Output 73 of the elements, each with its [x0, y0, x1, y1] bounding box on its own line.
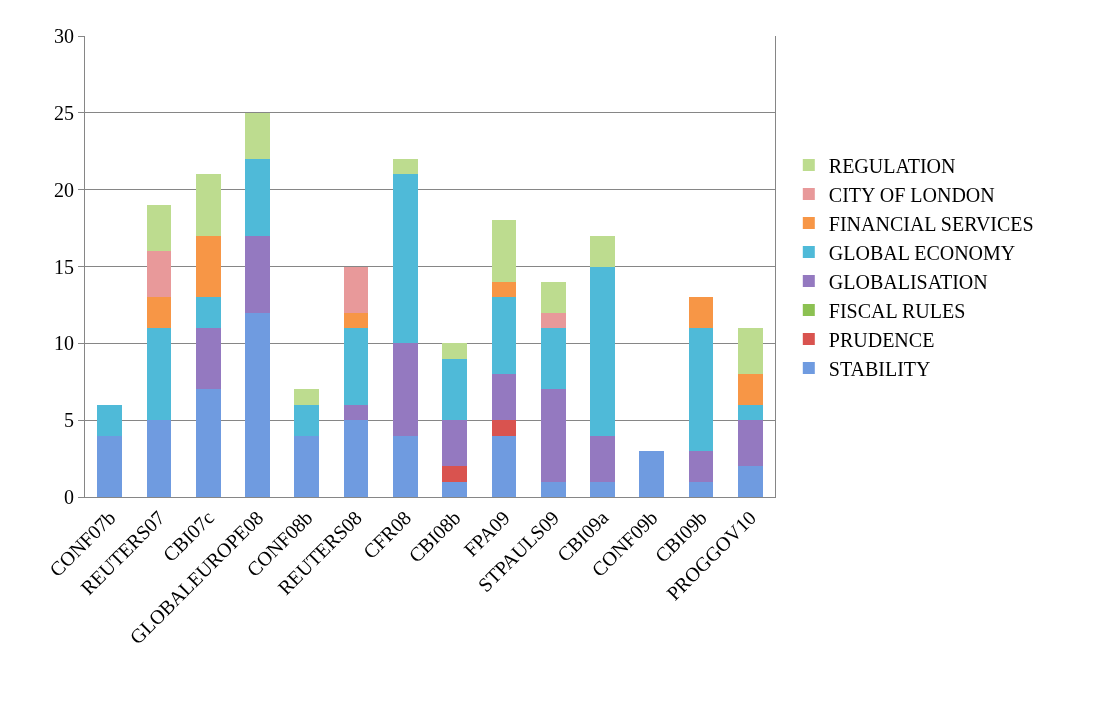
- bar: [343, 312, 369, 328]
- y-tick-label: 10: [54, 332, 74, 355]
- y-tick-label: 15: [54, 255, 74, 278]
- bar: [146, 420, 172, 497]
- bar: [688, 481, 714, 497]
- y-tick-label: 30: [54, 25, 74, 47]
- bar: [393, 158, 418, 175]
- y-tick-label: 20: [54, 178, 74, 201]
- bar: [245, 158, 270, 236]
- bar: [146, 251, 172, 298]
- bar: [245, 235, 270, 313]
- bar: [540, 281, 566, 313]
- y-tick-label: 5: [64, 409, 74, 432]
- bar: [97, 435, 122, 497]
- bar: [195, 235, 221, 298]
- bar: [491, 281, 517, 298]
- bar: [245, 112, 270, 159]
- bar: [442, 358, 467, 421]
- bar: [343, 420, 369, 497]
- y-tick-label: 0: [64, 486, 74, 508]
- legend-label: CITY OF LONDON: [828, 183, 995, 206]
- bar: [97, 404, 122, 436]
- legend-label: GLOBALISATION: [828, 270, 988, 293]
- legend-label: PRUDENCE: [828, 328, 935, 351]
- bar: [738, 466, 763, 497]
- bar: [393, 435, 418, 497]
- bar: [590, 435, 615, 482]
- bar: [738, 420, 763, 467]
- bar: [738, 404, 763, 421]
- bar: [245, 312, 270, 497]
- bar: [540, 312, 566, 328]
- bar: [146, 205, 172, 252]
- bar: [294, 389, 320, 405]
- bar: [294, 435, 320, 497]
- bar: [195, 389, 221, 497]
- legend-label: GLOBAL ECONOMY: [828, 241, 1016, 264]
- bar: [590, 481, 615, 497]
- bar: [540, 481, 566, 497]
- bar: [442, 343, 467, 359]
- bar: [590, 235, 615, 267]
- bar: [343, 404, 369, 421]
- bar: [146, 327, 172, 421]
- bar: [540, 327, 566, 390]
- bar: [442, 481, 467, 497]
- y-tick-label: 25: [54, 101, 74, 124]
- bar: [146, 297, 172, 328]
- bar: [491, 297, 517, 375]
- bar: [294, 404, 320, 436]
- bar: [393, 174, 418, 344]
- bar: [738, 374, 763, 405]
- bar: [195, 174, 221, 236]
- bar: [491, 220, 517, 282]
- bar: [393, 343, 418, 436]
- legend-label: REGULATION: [828, 154, 956, 177]
- bar: [688, 297, 714, 328]
- legend-label: FINANCIAL SERVICES: [828, 212, 1034, 235]
- bar: [491, 374, 517, 421]
- bar: [442, 420, 467, 467]
- bar: [738, 327, 763, 375]
- bar: [590, 266, 615, 436]
- bar: [343, 327, 369, 405]
- bar: [343, 266, 369, 313]
- bar: [688, 327, 714, 451]
- bar: [195, 297, 221, 328]
- bar: [639, 450, 665, 497]
- bar: [540, 389, 566, 482]
- bar: [491, 435, 517, 497]
- legend-label: STABILITY: [828, 357, 931, 380]
- bar: [195, 327, 221, 390]
- bar: [442, 466, 467, 482]
- legend-label: FISCAL RULES: [828, 299, 966, 322]
- bar: [688, 450, 714, 482]
- bar: [491, 420, 517, 436]
